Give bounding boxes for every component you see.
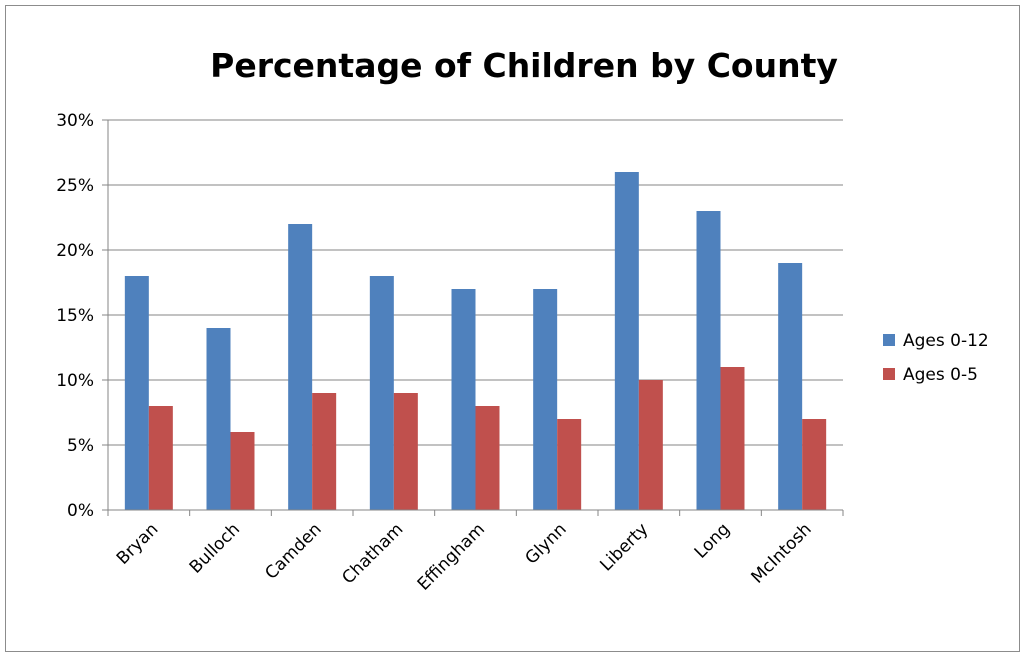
x-tick-label: Glynn (522, 519, 571, 568)
legend-swatch (883, 368, 895, 380)
y-tick-label: 20% (56, 241, 94, 261)
legend-label: Ages 0-5 (903, 365, 978, 385)
bar-ages-0-12-chatham (369, 276, 394, 510)
bar-ages-0-12-liberty (614, 172, 639, 510)
x-axis-ticks: Bryan Bulloch Camden Chatham Effingham Glynn L… (107, 510, 844, 595)
bar-ages-0-5-camden (312, 393, 337, 510)
bar-ages-0-5-glynn (557, 419, 582, 510)
legend-label: Ages 0-12 (903, 331, 989, 351)
bar-ages-0-5-bulloch (230, 432, 255, 510)
axes (107, 120, 843, 511)
bar-ages-0-12-mcintosh (778, 263, 803, 510)
legend: Ages 0-12 Ages 0-5 (883, 331, 989, 385)
y-axis-ticks: 0% 5% 10% 15% 20% 25% 30% (56, 111, 108, 521)
x-tick-label: Chatham (338, 519, 407, 588)
bar-ages-0-12-glynn (533, 289, 558, 510)
bar-ages-0-5-liberty (638, 380, 663, 510)
chart-title: Percentage of Children by County (210, 46, 838, 85)
y-tick-label: 5% (67, 436, 94, 456)
y-tick-label: 15% (56, 306, 94, 326)
bars (124, 172, 827, 510)
bar-ages-0-5-mcintosh (802, 419, 827, 510)
y-tick-label: 0% (67, 501, 94, 521)
bar-ages-0-5-bryan (148, 406, 173, 510)
y-tick-label: 25% (56, 176, 94, 196)
bar-ages-0-12-camden (288, 224, 313, 510)
bar-ages-0-12-long (696, 211, 721, 510)
legend-swatch (883, 334, 895, 346)
y-tick-label: 30% (56, 111, 94, 131)
bar-ages-0-5-chatham (393, 393, 418, 510)
x-tick-label: Effingham (414, 519, 489, 594)
chart-frame (5, 5, 1020, 652)
bar-ages-0-5-effingham (475, 406, 500, 510)
x-tick-label: Bryan (113, 519, 162, 568)
bar-ages-0-12-bulloch (206, 328, 231, 510)
bar-ages-0-5-long (720, 367, 745, 510)
x-tick-label: Liberty (596, 519, 652, 575)
x-tick-label: Camden (261, 519, 325, 583)
x-tick-label: Long (691, 519, 734, 562)
x-tick-label: Bulloch (186, 519, 244, 577)
x-tick-label: McIntosh (747, 519, 815, 587)
y-tick-label: 10% (56, 371, 94, 391)
bar-ages-0-12-bryan (124, 276, 149, 510)
bar-ages-0-12-effingham (451, 289, 476, 510)
